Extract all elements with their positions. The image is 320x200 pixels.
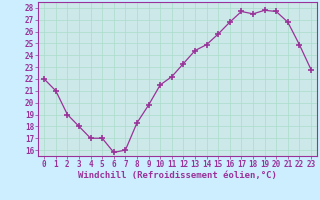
X-axis label: Windchill (Refroidissement éolien,°C): Windchill (Refroidissement éolien,°C): [78, 171, 277, 180]
